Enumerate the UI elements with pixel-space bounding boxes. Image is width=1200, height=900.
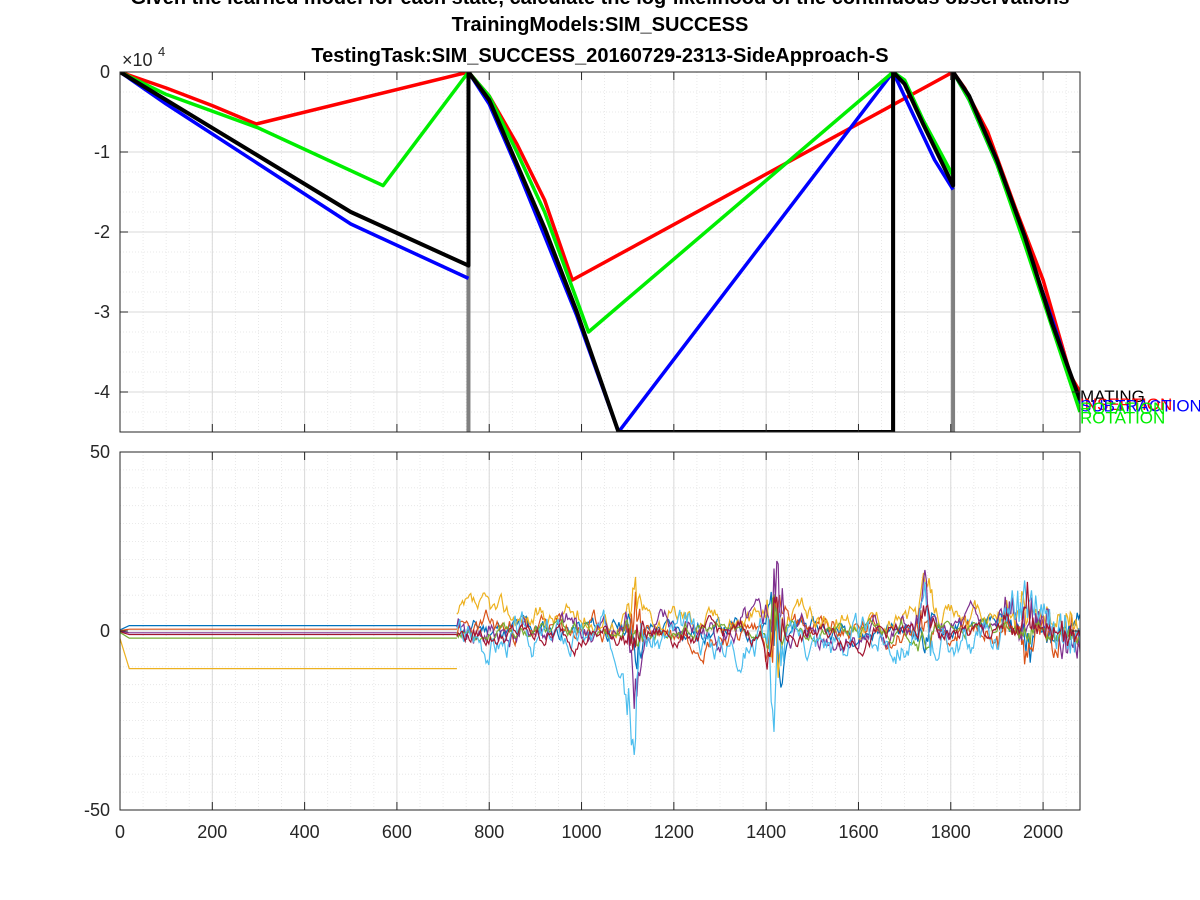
x-tick-label: 800	[474, 822, 504, 842]
y-tick-label: 0	[100, 62, 110, 82]
data-layer	[120, 72, 1080, 432]
loglik-axes: 0 -1 -2 -3 -4 ×10 4 MATINGINSERTIONSUBTRACTIONR…	[94, 44, 1200, 433]
y-tick-label: -2	[94, 222, 110, 242]
series-line-insertion	[120, 72, 1080, 393]
x-tick-label: 0	[115, 822, 125, 842]
figure-title: Given the learned model for each state, …	[130, 0, 1069, 67]
y-tick-label: 50	[90, 442, 110, 462]
x-tick-label: 1000	[562, 822, 602, 842]
x-tick-label: 2000	[1023, 822, 1063, 842]
observation-axes: 0 200 400 600 800 1000 1200 1400 1600 1800 2000 50 0…	[84, 442, 1081, 842]
signal-initial-segment	[120, 625, 457, 631]
y-tick-label: -1	[94, 142, 110, 162]
signal-initial-segment	[120, 628, 457, 632]
signal-series-line	[456, 593, 1080, 652]
signal-initial-segment	[120, 638, 457, 670]
signal-series-line	[456, 581, 1080, 670]
series-end-label: ROTATION	[1080, 399, 1165, 418]
axes-box	[119, 71, 1081, 433]
x-tick-label: 200	[197, 822, 227, 842]
x-tick-label: 1200	[654, 822, 694, 842]
x-tick-label: 1800	[931, 822, 971, 842]
title-line-2: TrainingModels:SIM_SUCCESS	[452, 14, 749, 36]
series-end-label: INSERTION	[1080, 395, 1172, 414]
series-end-label: ROTATION	[1080, 409, 1165, 428]
signal-initial-segment	[120, 630, 457, 634]
x-tick-label: 600	[382, 822, 412, 842]
data-layer	[120, 560, 1080, 755]
y-exponent-label: ×10	[122, 50, 153, 70]
y-exponent-power: 4	[158, 44, 165, 59]
series-line-mating	[120, 72, 1080, 432]
x-tick-label: 400	[290, 822, 320, 842]
y-tick-label: -4	[94, 382, 110, 402]
signal-series-line	[456, 580, 1080, 755]
y-tick-label: 0	[100, 621, 110, 641]
y-tick-label: -3	[94, 302, 110, 322]
signal-initial-segment	[120, 631, 457, 639]
major-grid	[119, 71, 1080, 432]
x-tick-label: 1600	[838, 822, 878, 842]
title-line-3: TestingTask:SIM_SUCCESS_20160729-2313-Si…	[311, 45, 888, 67]
signal-initial-segment	[120, 631, 457, 636]
series-end-label: MATING	[1080, 387, 1145, 406]
title-line-1: Given the learned model for each state, …	[130, 0, 1069, 9]
y-tick-label: -50	[84, 800, 110, 820]
x-tick-label: 1400	[746, 822, 786, 842]
series-end-label: SUBTRACTION	[1080, 397, 1200, 416]
